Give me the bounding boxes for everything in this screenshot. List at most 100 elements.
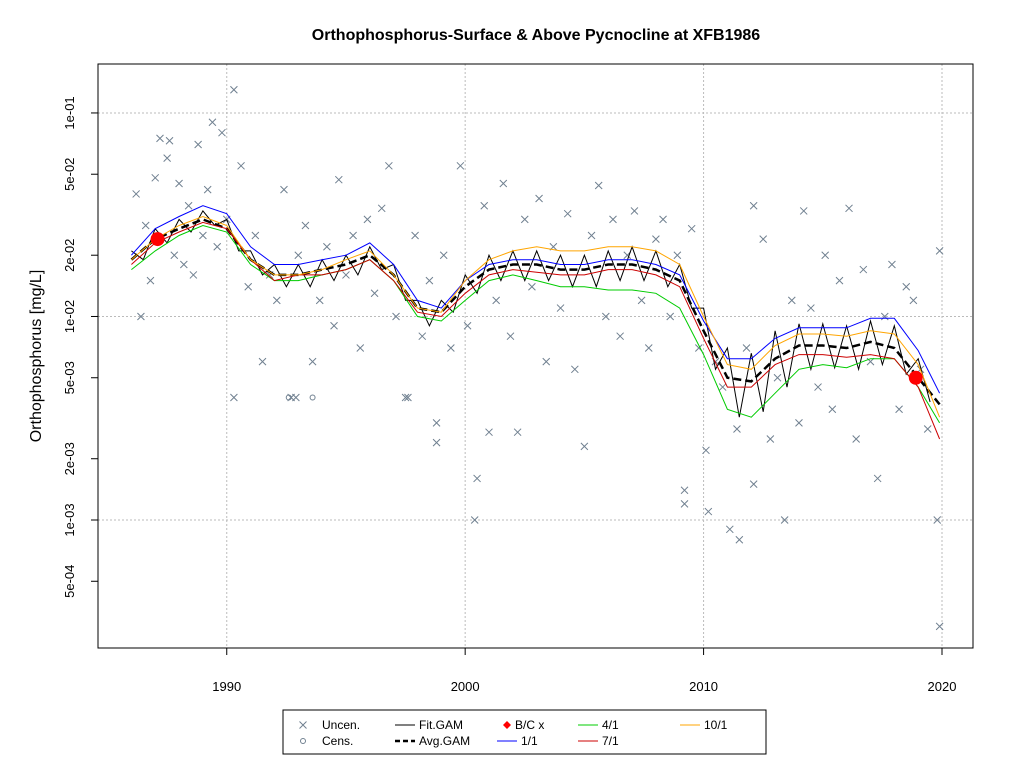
data-point [520, 215, 529, 224]
data-point [356, 344, 365, 352]
data-point [349, 231, 357, 240]
data-point [909, 296, 918, 305]
legend-label: 4/1 [602, 718, 619, 732]
legend-label: 7/1 [602, 734, 619, 748]
series-line [131, 215, 941, 418]
y-tick-label: 5e-02 [62, 158, 77, 191]
data-point [680, 486, 689, 495]
data-point [609, 215, 617, 224]
data-point [845, 204, 853, 213]
data-point [718, 383, 727, 391]
data-point [315, 296, 324, 305]
data-point [170, 251, 179, 260]
data-point [439, 251, 448, 260]
data-point [749, 480, 758, 489]
data-point [587, 231, 596, 240]
data-point [630, 207, 639, 215]
data-point [499, 179, 508, 188]
data-point [616, 332, 624, 341]
data-point [447, 344, 455, 352]
data-point [923, 425, 932, 433]
data-point [735, 535, 744, 544]
y-tick-label: 5e-04 [62, 565, 77, 598]
data-point [594, 181, 603, 190]
legend-label: 1/1 [521, 734, 538, 748]
legend-label: Fit.GAM [419, 718, 463, 732]
data-point [563, 209, 572, 218]
data-point [194, 140, 202, 149]
legend-symbol [300, 738, 306, 744]
data-point [141, 221, 150, 230]
x-tick-label: 2010 [689, 679, 718, 694]
data-point [230, 393, 238, 402]
legend-box [282, 709, 767, 755]
y-tick-label: 1e-02 [62, 300, 77, 333]
data-point [880, 312, 889, 321]
data-point [370, 289, 379, 298]
data-point [432, 419, 441, 427]
data-point [334, 175, 343, 184]
data-point [644, 344, 653, 352]
data-point [218, 128, 226, 137]
bc-point [150, 232, 165, 247]
data-point [470, 516, 479, 524]
data-point [237, 161, 245, 170]
data-point [230, 85, 238, 94]
data-point [411, 231, 419, 240]
y-tick-label: 5e-03 [62, 361, 77, 394]
y-tick-label: 2e-02 [62, 239, 77, 272]
data-point [342, 271, 350, 279]
data-point [807, 304, 815, 312]
data-point [137, 312, 145, 321]
data-point [828, 405, 837, 414]
data-point [902, 282, 911, 291]
data-point [323, 242, 331, 251]
data-point [184, 201, 193, 210]
data-point [480, 201, 489, 210]
legend-label: Cens. [322, 734, 353, 748]
data-point [485, 428, 493, 437]
data-point [392, 312, 400, 321]
data-point [244, 282, 253, 291]
data-point [189, 271, 198, 279]
data-point [175, 179, 183, 188]
legend-symbol [503, 721, 511, 729]
data-point [749, 201, 758, 210]
data-point [835, 276, 844, 285]
data-point [156, 134, 164, 143]
data-point [601, 312, 610, 321]
data-point [404, 393, 412, 402]
legend-label: Uncen. [322, 718, 360, 732]
data-point [456, 161, 465, 170]
series-line [131, 224, 941, 424]
series-line [131, 205, 941, 394]
data-point [814, 383, 822, 391]
series-line [130, 218, 941, 406]
bc-point [908, 370, 923, 385]
data-point [780, 516, 789, 524]
x-tick-label: 2020 [928, 679, 957, 694]
censored-point [285, 394, 292, 401]
data-point [377, 204, 386, 213]
data-point [528, 282, 536, 291]
data-point [666, 312, 675, 321]
data-point [418, 332, 427, 341]
data-point [652, 235, 660, 243]
data-point [766, 435, 775, 443]
data-point [580, 442, 589, 451]
data-point [463, 321, 472, 330]
data-point [151, 173, 160, 182]
data-point [542, 357, 551, 366]
data-point [425, 276, 434, 285]
data-point [759, 235, 768, 243]
data-point [146, 276, 155, 285]
censored-point [309, 394, 316, 401]
legend-label: Avg.GAM [419, 734, 470, 748]
plot-frame [97, 63, 974, 649]
data-point [873, 474, 882, 483]
data-point [680, 500, 689, 508]
data-point [773, 373, 782, 382]
data-point [935, 247, 944, 255]
data-point [535, 194, 543, 203]
data-point [213, 242, 222, 251]
